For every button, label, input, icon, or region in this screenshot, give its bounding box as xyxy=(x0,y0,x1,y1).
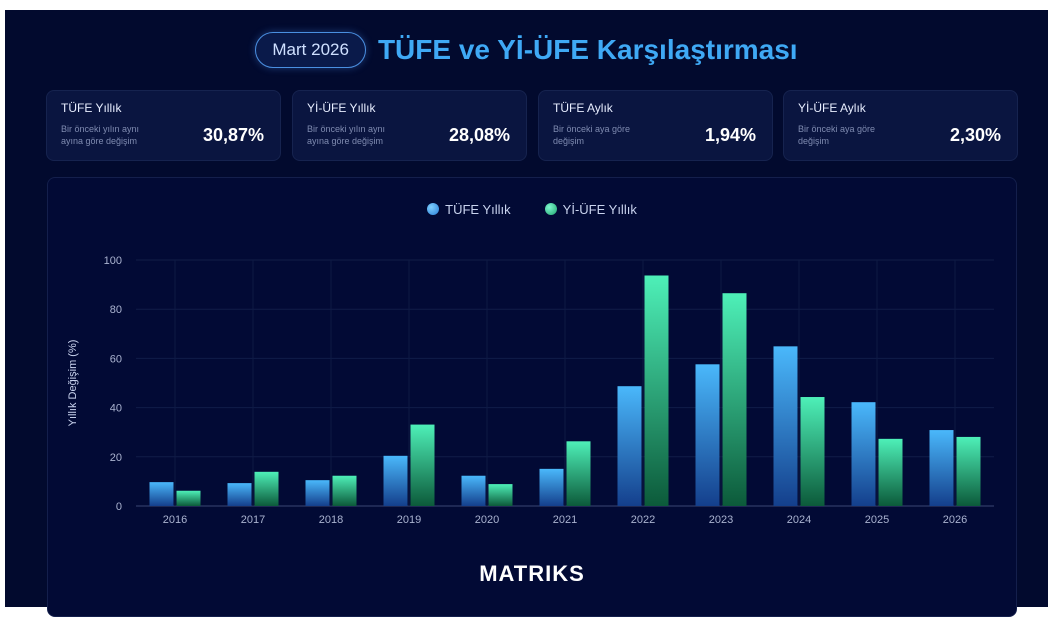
bar-tufe xyxy=(227,483,252,506)
kpi-card-tufe-monthly: TÜFE Aylık Bir önceki aya göre değişim 1… xyxy=(538,90,773,161)
y-tick-label: 20 xyxy=(110,452,122,464)
x-tick-label: 2019 xyxy=(397,514,421,526)
kpi-description: Bir önceki yılın aynı ayına göre değişim xyxy=(307,124,386,146)
bar-yiufe xyxy=(878,438,903,506)
kpi-label: TÜFE Aylık xyxy=(553,101,613,115)
y-tick-label: 80 xyxy=(110,304,122,316)
y-tick-label: 100 xyxy=(104,255,122,267)
x-tick-label: 2023 xyxy=(709,514,733,526)
bar-tufe xyxy=(461,475,486,506)
bar-yiufe xyxy=(176,490,201,506)
kpi-label: Yİ-ÜFE Yıllık xyxy=(307,101,376,115)
bar-tufe xyxy=(773,346,798,506)
bar-tufe xyxy=(695,364,720,506)
bar-chart: 0 20 40 60 80 100 2016 2017 2018 2019 2020 2021 2022… xyxy=(67,255,994,526)
bar-tufe xyxy=(617,386,642,506)
bar-yiufe xyxy=(254,471,279,506)
bar-tufe xyxy=(539,468,564,506)
kpi-description: Bir önceki yılın aynı ayına göre değişim xyxy=(61,124,140,146)
x-tick-label: 2020 xyxy=(475,514,499,526)
x-tick-label: 2021 xyxy=(553,514,577,526)
bar-tufe xyxy=(305,480,330,506)
bar-tufe xyxy=(851,402,876,506)
kpi-description: Bir önceki aya göre değişim xyxy=(553,124,631,146)
kpi-value: 28,08% xyxy=(448,125,510,145)
bar-tufe xyxy=(149,482,174,506)
bar-yiufe xyxy=(566,441,591,506)
kpi-card-yiufe-monthly: Yİ-ÜFE Aylık Bir önceki aya göre değişim… xyxy=(783,90,1018,161)
x-tick-label: 2022 xyxy=(631,514,655,526)
y-tick-label: 0 xyxy=(116,501,122,513)
page-title: TÜFE ve Yİ-ÜFE Karşılaştırması xyxy=(377,34,798,65)
bar-yiufe xyxy=(488,484,513,506)
y-axis-label: Yıllık Değişim (%) xyxy=(67,340,79,427)
bar-yiufe xyxy=(410,424,435,506)
kpi-card-tufe-annual: TÜFE Yıllık Bir önceki yılın aynı ayına … xyxy=(46,90,281,161)
x-tick-label: 2024 xyxy=(787,514,811,526)
kpi-value: 2,30% xyxy=(949,125,1001,145)
x-tick-label: 2026 xyxy=(943,514,967,526)
kpi-description: Bir önceki aya göre değişim xyxy=(798,124,876,146)
bar-yiufe xyxy=(644,275,669,506)
bar-yiufe xyxy=(956,436,981,506)
legend-swatch-blue xyxy=(427,203,440,215)
matriks-logo: MATRIKS xyxy=(479,561,585,586)
period-badge: Mart 2026 xyxy=(255,32,366,68)
x-tick-label: 2018 xyxy=(319,514,343,526)
bar-tufe xyxy=(383,455,408,506)
legend-label: TÜFE Yıllık xyxy=(445,202,511,217)
dashboard: Mart 2026 TÜFE ve Yİ-ÜFE Karşılaştırması… xyxy=(5,10,1048,617)
legend-item-tufe[interactable]: TÜFE Yıllık xyxy=(427,202,511,217)
chart-panel: 0 20 40 60 80 100 2016 2017 2018 2019 2020 2021 2022… xyxy=(47,177,1017,617)
kpi-label: TÜFE Yıllık xyxy=(61,101,122,115)
x-tick-label: 2017 xyxy=(241,514,265,526)
legend-label: Yİ-ÜFE Yıllık xyxy=(562,202,637,217)
bar-yiufe xyxy=(722,293,747,506)
kpi-value: 30,87% xyxy=(202,125,264,145)
bar-yiufe xyxy=(332,475,357,506)
header: Mart 2026 TÜFE ve Yİ-ÜFE Karşılaştırması xyxy=(5,32,1048,68)
chart-legend: TÜFE Yıllık Yİ-ÜFE Yıllık xyxy=(48,202,1016,217)
y-tick-label: 40 xyxy=(110,403,122,415)
kpi-label: Yİ-ÜFE Aylık xyxy=(798,101,866,115)
legend-swatch-green xyxy=(544,203,557,215)
x-tick-label: 2025 xyxy=(865,514,889,526)
x-tick-label: 2016 xyxy=(163,514,187,526)
kpi-value: 1,94% xyxy=(704,125,756,145)
legend-item-yiufe[interactable]: Yİ-ÜFE Yıllık xyxy=(544,202,637,217)
bar-tufe xyxy=(929,430,954,506)
bar-yiufe xyxy=(800,397,825,506)
kpi-card-yiufe-annual: Yİ-ÜFE Yıllık Bir önceki yılın aynı ayın… xyxy=(292,90,527,161)
y-tick-label: 60 xyxy=(110,353,122,365)
